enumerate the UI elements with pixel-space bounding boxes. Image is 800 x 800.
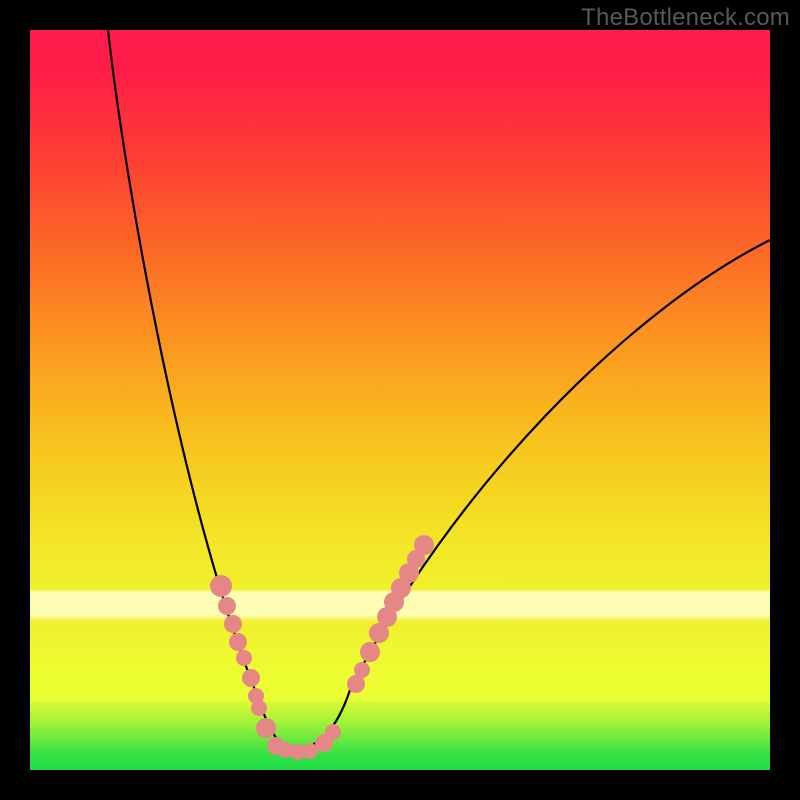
watermark-text: TheBottleneck.com <box>581 4 790 32</box>
data-marker <box>224 615 242 633</box>
data-marker <box>242 669 260 687</box>
data-marker <box>360 642 380 662</box>
data-marker <box>236 650 252 666</box>
data-marker <box>229 633 247 651</box>
data-marker <box>218 597 236 615</box>
data-marker <box>354 662 370 678</box>
plot-background <box>30 30 770 770</box>
data-marker <box>256 718 276 738</box>
data-marker <box>325 724 341 740</box>
chart-container: TheBottleneck.com <box>0 0 800 800</box>
data-marker <box>414 535 434 555</box>
data-marker <box>210 575 232 597</box>
bottleneck-plot <box>30 30 770 770</box>
data-marker <box>251 700 267 716</box>
